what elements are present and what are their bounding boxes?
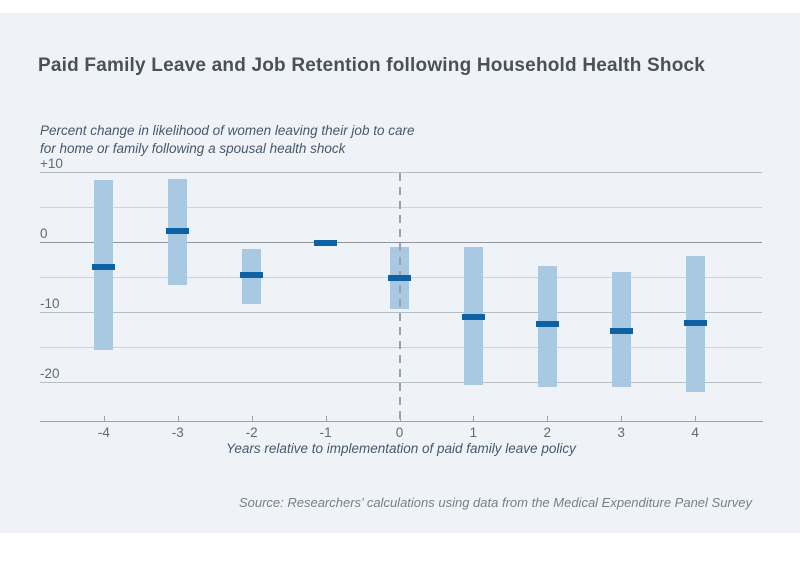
gridline--5 [40, 277, 762, 278]
x-axis-tick-0 [399, 415, 401, 421]
ci-bar-year-0 [390, 247, 409, 309]
x-axis-tick--3 [177, 415, 179, 421]
gridline-0 [40, 242, 762, 243]
x-axis-tick-label--2: -2 [245, 424, 258, 440]
y-axis-label--20: -20 [40, 365, 60, 381]
gridline--15 [40, 347, 762, 348]
ci-bar-year-1 [463, 247, 483, 386]
estimate-marker-year-3 [609, 327, 633, 334]
chart-subtitle-line2: for home or family following a spousal h… [40, 141, 346, 156]
ci-bar-year--2 [242, 248, 262, 305]
chart-subtitle: Percent change in likelihood of women le… [40, 122, 414, 158]
estimate-marker-year--4 [92, 264, 116, 270]
x-axis-tick-label-0: 0 [395, 424, 404, 440]
y-axis-label--10: -10 [40, 295, 60, 311]
plot-area: +10 0 -10 -20 -4 -3 -2 -1 0 1 2 3 4 [0, 13, 800, 563]
estimate-marker-year-0 [388, 274, 411, 281]
gridline-10 [40, 172, 762, 173]
x-axis-tick-label--1: -1 [319, 424, 332, 440]
gridline-5 [40, 207, 762, 208]
x-axis-tick-1 [473, 415, 475, 421]
estimate-marker-year-1 [461, 313, 485, 320]
y-axis-label-0: 0 [40, 225, 48, 241]
x-axis-tick-2 [547, 415, 549, 421]
x-axis-tick--4 [103, 415, 105, 421]
ci-bar-year--4 [94, 179, 114, 351]
estimate-marker-year--2 [240, 272, 264, 279]
estimate-marker-year--1 [314, 239, 338, 246]
x-axis-tick-label-3: 3 [617, 424, 625, 440]
chart-card: Paid Family Leave and Job Retention foll… [0, 13, 800, 533]
estimate-marker-year-2 [535, 321, 559, 328]
x-axis-tick-label-1: 1 [469, 424, 478, 440]
chart-title: Paid Family Leave and Job Retention foll… [38, 55, 706, 76]
reference-line-year-0 [398, 173, 401, 421]
x-axis-tick-label--3: -3 [171, 424, 184, 440]
ci-bar-year-4 [685, 255, 705, 393]
x-axis-tick--2 [251, 415, 253, 421]
x-axis-line [40, 420, 763, 422]
ci-bar-year-2 [537, 266, 557, 387]
chart-subtitle-line1: Percent change in likelihood of women le… [40, 123, 415, 138]
estimate-marker-year--3 [166, 228, 190, 235]
ci-bar-year-3 [611, 271, 631, 388]
ci-bar-year--3 [168, 178, 188, 286]
x-axis-title: Years relative to implementation of paid… [226, 441, 576, 456]
x-axis-tick-label-2: 2 [543, 424, 552, 440]
x-axis-tick-label--4: -4 [97, 424, 110, 440]
estimate-marker-year-4 [683, 320, 707, 326]
x-axis-tick-4 [695, 415, 697, 421]
x-axis-tick-label-4: 4 [691, 424, 699, 440]
x-axis-tick--1 [325, 415, 327, 421]
source-note: Source: Researchers’ calculations using … [238, 495, 752, 510]
gridline--20 [40, 382, 762, 383]
gridline--10 [40, 312, 762, 313]
x-axis-tick-3 [621, 415, 623, 421]
